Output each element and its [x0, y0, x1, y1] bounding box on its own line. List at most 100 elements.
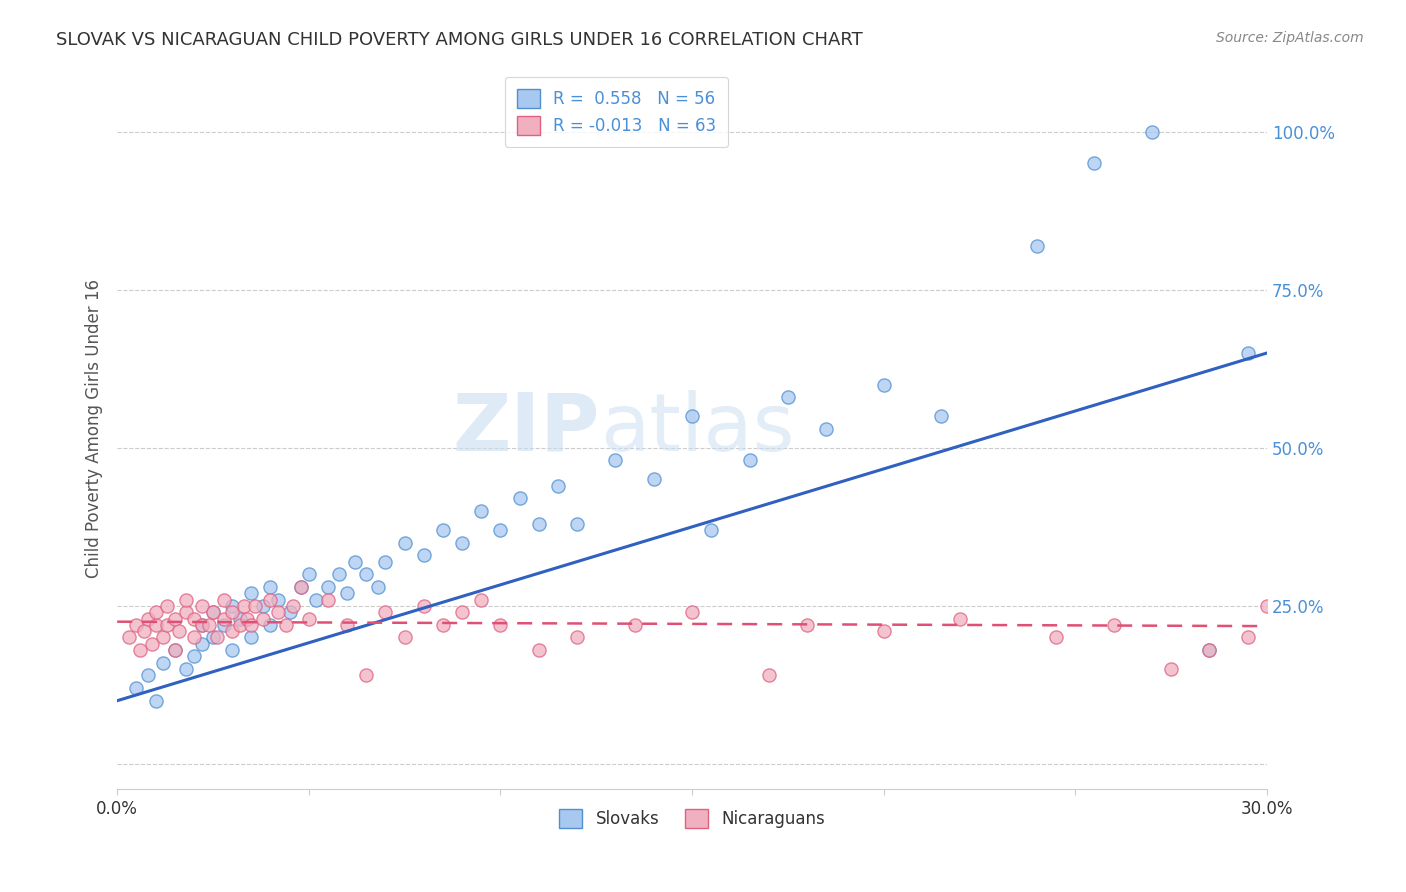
Point — [394, 535, 416, 549]
Point — [374, 555, 396, 569]
Text: ZIP: ZIP — [453, 390, 600, 468]
Point — [163, 611, 186, 625]
Point — [136, 668, 159, 682]
Point — [156, 618, 179, 632]
Point — [432, 523, 454, 537]
Point — [489, 618, 512, 632]
Point — [118, 631, 141, 645]
Point — [470, 592, 492, 607]
Point — [605, 453, 627, 467]
Point — [243, 599, 266, 613]
Point — [758, 668, 780, 682]
Point — [236, 611, 259, 625]
Point — [252, 599, 274, 613]
Point — [267, 605, 290, 619]
Point — [136, 611, 159, 625]
Point — [163, 643, 186, 657]
Point — [336, 618, 359, 632]
Point — [145, 605, 167, 619]
Point — [1102, 618, 1125, 632]
Point — [374, 605, 396, 619]
Point — [451, 605, 474, 619]
Point — [949, 611, 972, 625]
Point — [509, 491, 531, 506]
Point — [290, 580, 312, 594]
Point — [336, 586, 359, 600]
Point — [125, 618, 148, 632]
Point — [201, 631, 224, 645]
Point — [156, 599, 179, 613]
Point — [259, 592, 281, 607]
Point — [221, 599, 243, 613]
Point — [451, 535, 474, 549]
Point — [132, 624, 155, 639]
Point — [872, 624, 894, 639]
Point — [1236, 346, 1258, 360]
Point — [183, 611, 205, 625]
Point — [796, 618, 818, 632]
Legend: Slovaks, Nicaraguans: Slovaks, Nicaraguans — [553, 803, 831, 835]
Point — [356, 567, 378, 582]
Point — [1198, 643, 1220, 657]
Point — [214, 611, 236, 625]
Point — [1140, 125, 1163, 139]
Text: SLOVAK VS NICARAGUAN CHILD POVERTY AMONG GIRLS UNDER 16 CORRELATION CHART: SLOVAK VS NICARAGUAN CHILD POVERTY AMONG… — [56, 31, 863, 49]
Point — [183, 649, 205, 664]
Point — [298, 611, 321, 625]
Point — [240, 618, 263, 632]
Point — [547, 479, 569, 493]
Point — [929, 409, 952, 424]
Point — [328, 567, 350, 582]
Point — [190, 599, 212, 613]
Point — [470, 504, 492, 518]
Point — [283, 599, 305, 613]
Point — [201, 605, 224, 619]
Point — [221, 605, 243, 619]
Point — [681, 605, 703, 619]
Point — [198, 618, 221, 632]
Point — [290, 580, 312, 594]
Point — [259, 618, 281, 632]
Point — [643, 472, 665, 486]
Point — [145, 694, 167, 708]
Point — [125, 681, 148, 695]
Point — [1026, 238, 1049, 252]
Point — [190, 637, 212, 651]
Point — [252, 611, 274, 625]
Point — [190, 618, 212, 632]
Point — [367, 580, 389, 594]
Point — [432, 618, 454, 632]
Point — [167, 624, 190, 639]
Point — [412, 599, 434, 613]
Point — [776, 390, 799, 404]
Point — [278, 605, 301, 619]
Text: atlas: atlas — [600, 390, 794, 468]
Point — [305, 592, 328, 607]
Point — [527, 643, 550, 657]
Point — [681, 409, 703, 424]
Point — [183, 631, 205, 645]
Point — [700, 523, 723, 537]
Point — [1236, 631, 1258, 645]
Point — [174, 662, 197, 676]
Point — [738, 453, 761, 467]
Point — [174, 605, 197, 619]
Point — [565, 516, 588, 531]
Point — [259, 580, 281, 594]
Point — [145, 618, 167, 632]
Point — [267, 592, 290, 607]
Point — [316, 592, 339, 607]
Point — [240, 631, 263, 645]
Point — [489, 523, 512, 537]
Point — [214, 618, 236, 632]
Point — [527, 516, 550, 531]
Point — [1083, 156, 1105, 170]
Point — [1198, 643, 1220, 657]
Y-axis label: Child Poverty Among Girls Under 16: Child Poverty Among Girls Under 16 — [86, 279, 103, 578]
Point — [298, 567, 321, 582]
Point — [221, 624, 243, 639]
Point — [274, 618, 297, 632]
Point — [163, 643, 186, 657]
Point — [1045, 631, 1067, 645]
Point — [1256, 599, 1278, 613]
